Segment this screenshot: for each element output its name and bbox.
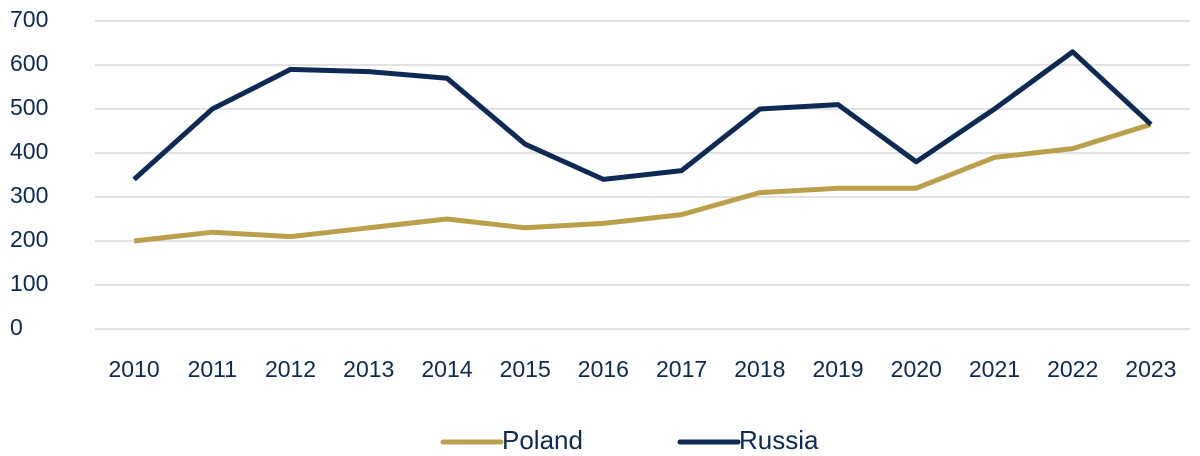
y-tick-label: 200 <box>10 226 48 252</box>
y-tick-label: 300 <box>10 182 48 208</box>
line-series <box>133 122 1152 244</box>
x-tick-label: 2020 <box>891 356 942 382</box>
y-tick-label: 100 <box>10 270 48 296</box>
x-tick-label: 2017 <box>656 356 707 382</box>
x-tick-label: 2014 <box>421 356 472 382</box>
x-tick-label: 2015 <box>500 356 551 382</box>
legend-label: Russia <box>739 425 819 455</box>
x-tick-label: 2022 <box>1047 356 1098 382</box>
x-tick-label: 2023 <box>1125 356 1176 382</box>
x-tick-label: 2019 <box>812 356 863 382</box>
y-tick-label: 400 <box>10 138 48 164</box>
x-tick-label: 2018 <box>734 356 785 382</box>
legend-label: Poland <box>502 425 583 455</box>
y-tick-label: 0 <box>10 314 23 340</box>
x-tick-label: 2011 <box>188 356 237 382</box>
x-tick-label: 2016 <box>578 356 629 382</box>
y-tick-label: 600 <box>10 50 48 76</box>
x-tick-label: 2010 <box>109 356 160 382</box>
y-tick-label: 700 <box>10 6 48 32</box>
line-series <box>132 49 1153 182</box>
y-tick-label: 500 <box>10 94 48 120</box>
x-tick-label: 2013 <box>343 356 394 382</box>
x-tick-label: 2021 <box>969 356 1020 382</box>
x-tick-label: 2012 <box>265 356 316 382</box>
